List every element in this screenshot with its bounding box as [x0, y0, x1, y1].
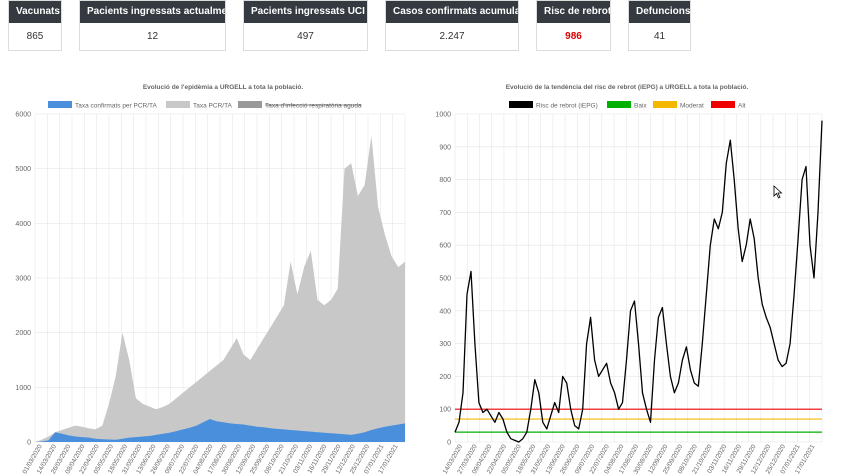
stat-card-uci: Pacients ingressats UCI ** 497: [243, 0, 368, 51]
area-series: [35, 419, 405, 442]
stat-value: 986: [565, 31, 582, 42]
legend-swatch: [48, 101, 72, 108]
chart-title: Evolució de la tendència del risc de reb…: [506, 84, 749, 91]
legend-swatch: [238, 101, 262, 108]
y-tick-label: 200: [439, 374, 451, 381]
y-tick-label: 900: [439, 144, 451, 151]
chart-series: [35, 135, 405, 442]
legend-label[interactable]: Taxa PCR/TA: [193, 103, 233, 110]
chart-legend: Risc de rebrot (iEPG) Baix Moderat Alt: [509, 101, 746, 110]
y-axis: 0 100 200 300 400 500 600 700 800 900 1000: [435, 112, 451, 447]
y-tick-label: 400: [439, 308, 451, 315]
y-tick-label: 3000: [15, 276, 31, 283]
y-tick-label: 300: [439, 341, 451, 348]
stat-label: Risc de rebrot: [537, 1, 610, 23]
stat-value: 2.247: [439, 31, 465, 42]
legend-swatch: [607, 101, 631, 108]
y-tick-label: 800: [439, 177, 451, 184]
stat-card-defuncions: Defuncions 41: [628, 0, 691, 51]
stat-label: Pacients ingressats UCI **: [244, 1, 367, 23]
area-series: [35, 135, 405, 442]
y-tick-label: 100: [439, 407, 451, 414]
legend-label[interactable]: Risc de rebrot (iEPG): [536, 103, 598, 110]
stat-value: 497: [297, 31, 314, 42]
y-tick-label: 2000: [15, 330, 31, 337]
stat-label: Pacients ingressats actualment: [80, 1, 225, 23]
chart-epidemia: Evolució de l'epidèmia a URGELL a tota l…: [15, 84, 406, 475]
legend-label[interactable]: Taxa d'infecció respiratòria aguda: [265, 103, 362, 110]
legend-swatch: [166, 101, 190, 108]
stat-label: Casos confirmats acumulats: [386, 1, 518, 23]
chart-legend: Taxa confirmats per PCR/TA Taxa PCR/TA T…: [48, 101, 362, 110]
stat-label: Defuncions: [629, 1, 690, 23]
y-tick-label: 700: [439, 210, 451, 217]
legend-label[interactable]: Taxa confirmats per PCR/TA: [75, 103, 158, 110]
y-tick-label: 0: [27, 440, 31, 447]
x-axis: 14/03/202027/03/202009/04/202022/04/2020…: [442, 443, 817, 475]
legend-label[interactable]: Alt: [738, 103, 746, 110]
x-axis: 01/03/202014/03/202026/03/202008/04/2020…: [22, 443, 400, 475]
legend-swatch: [711, 101, 735, 108]
stat-value: 12: [146, 31, 159, 42]
chart-risc: Evolució de la tendència del risc de reb…: [435, 84, 823, 475]
legend-label[interactable]: Baix: [634, 103, 647, 110]
y-tick-label: 600: [439, 243, 451, 250]
line-series: [454, 120, 823, 443]
legend-swatch: [653, 101, 677, 108]
y-tick-label: 4000: [15, 221, 31, 228]
y-tick-label: 6000: [15, 112, 31, 119]
legend-label[interactable]: Moderat: [680, 103, 704, 110]
stat-card-ingressats: Pacients ingressats actualment 12: [79, 0, 226, 51]
stat-card-risc: Risc de rebrot 986: [536, 0, 611, 51]
chart-grid: [454, 113, 823, 443]
stat-value: 865: [26, 31, 44, 42]
y-tick-label: 5000: [15, 166, 31, 173]
stat-label: Vacunats: [9, 1, 61, 23]
y-tick-label: 0: [447, 440, 451, 447]
y-tick-label: 500: [439, 276, 451, 283]
stat-card-vacunats: Vacunats 865: [8, 0, 62, 51]
mouse-cursor-icon: [773, 185, 783, 199]
y-tick-label: 1000: [15, 385, 31, 392]
stat-card-casos: Casos confirmats acumulats 2.247: [385, 0, 519, 51]
legend-swatch: [509, 101, 533, 108]
chart-title: Evolució de l'epidèmia a URGELL a tota l…: [143, 84, 304, 91]
y-axis: 0 1000 2000 3000 4000 5000 6000: [15, 112, 31, 447]
y-tick-label: 1000: [435, 112, 451, 119]
stat-value: 41: [653, 31, 666, 42]
chart-series: [454, 120, 823, 443]
